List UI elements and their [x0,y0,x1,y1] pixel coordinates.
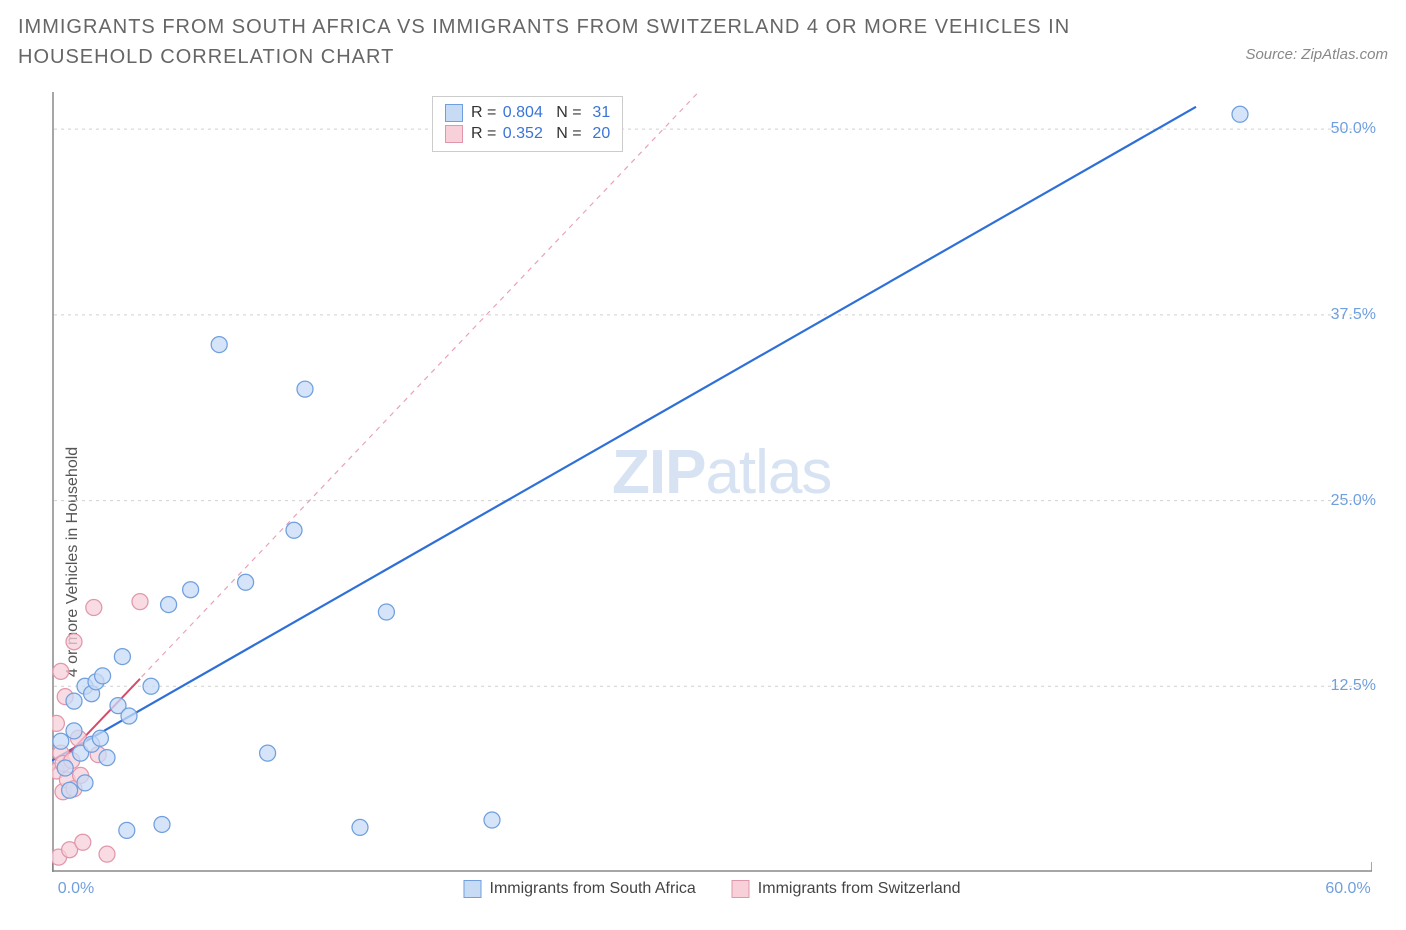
legend-swatch [463,880,481,898]
series-legend-label: Immigrants from Switzerland [758,880,961,898]
y-tick-label: 50.0% [1331,120,1376,138]
legend-stats: R = 0.804 N = 31 [471,103,610,124]
plot-canvas [52,92,1372,872]
legend-stats: R = 0.352 N = 20 [471,124,610,145]
legend-row: R = 0.352 N = 20 [445,124,610,145]
source-attribution: Source: ZipAtlas.com [1245,46,1388,63]
chart-title: IMMIGRANTS FROM SOUTH AFRICA VS IMMIGRAN… [18,12,1206,72]
legend-swatch [445,125,463,143]
y-tick-label: 37.5% [1331,306,1376,324]
y-tick-label: 12.5% [1331,677,1376,695]
scatter-plot: 4 or more Vehicles in Household ZIPatlas… [52,92,1372,872]
legend-swatch [732,880,750,898]
legend-swatch [445,104,463,122]
series-legend-label: Immigrants from South Africa [489,880,695,898]
series-legend-item: Immigrants from South Africa [463,880,695,898]
legend-row: R = 0.804 N = 31 [445,103,610,124]
correlation-legend: R = 0.804 N = 31R = 0.352 N = 20 [432,96,623,152]
series-legend-item: Immigrants from Switzerland [732,880,961,898]
y-tick-label: 25.0% [1331,492,1376,510]
series-legend: Immigrants from South Africa Immigrants f… [463,880,960,898]
x-tick-label: 60.0% [1325,880,1370,898]
x-tick-label: 0.0% [58,880,94,898]
